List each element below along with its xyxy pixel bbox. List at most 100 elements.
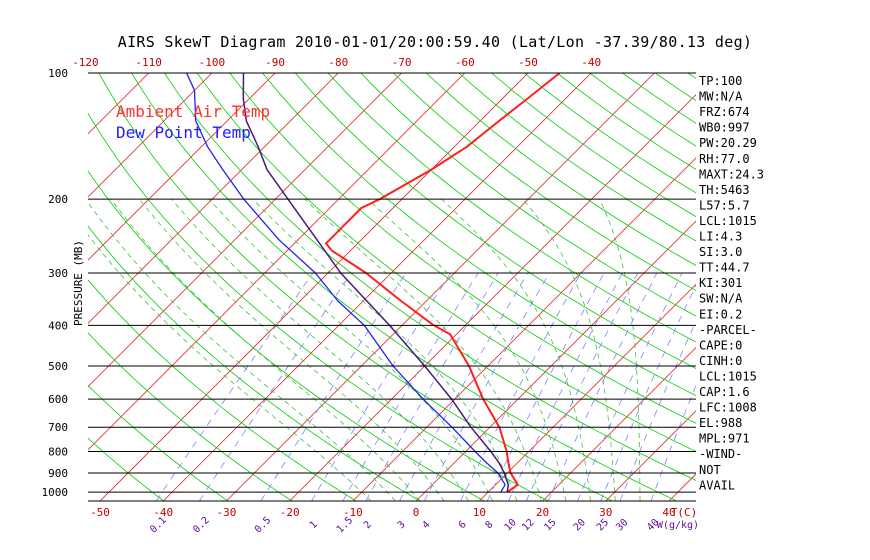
plot-area — [0, 73, 870, 501]
pressure-tick-label: 400 — [48, 319, 68, 332]
stability-index: PW:20.29 — [699, 136, 757, 150]
bottom-temp-tick-label: -40 — [153, 506, 173, 519]
dry-adiabat-line — [393, 73, 696, 291]
dry-adiabat-line — [88, 332, 293, 501]
isotherm-line — [99, 73, 529, 501]
stability-index: -PARCEL- — [699, 323, 757, 337]
mixing-ratio-tick-label: 3 — [396, 519, 408, 531]
dry-adiabat-line — [88, 437, 164, 501]
isotherm-line — [226, 73, 655, 501]
dry-adiabat-line — [458, 73, 696, 242]
mixing-ratio-line — [342, 272, 479, 501]
mixing-ratio-line — [311, 272, 451, 501]
stability-index: TT:44.7 — [699, 261, 750, 275]
dry-adiabat-line — [88, 225, 421, 501]
mixing-ratio-tick-label: 12 — [520, 517, 536, 533]
stability-index: TP:100 — [699, 74, 742, 88]
top-temp-tick-label: -60 — [455, 56, 475, 69]
isotherm-line — [88, 73, 339, 324]
mixing-ratio-line — [525, 272, 639, 501]
dry-adiabat-line — [88, 279, 357, 501]
stability-index: -WIND- — [699, 447, 742, 461]
dry-adiabat-line — [88, 112, 549, 501]
stability-index: SW:N/A — [699, 292, 743, 306]
dry-adiabat-line — [524, 73, 696, 194]
pressure-tick-label: 800 — [48, 446, 68, 459]
stability-index: MW:N/A — [699, 90, 743, 104]
dry-adiabat-line — [88, 384, 229, 501]
isotherm-line — [88, 73, 276, 261]
moist-adiabat-line — [208, 198, 494, 501]
isotherm-line — [0, 73, 22, 501]
mixing-ratio-line — [155, 272, 314, 501]
mixing-ratio-tick-label: 8 — [483, 519, 495, 531]
mixing-ratio-line — [423, 272, 550, 501]
moist-adiabat-line — [88, 234, 372, 501]
dry-adiabat-line — [88, 170, 485, 501]
top-temp-tick-label: -70 — [392, 56, 412, 69]
stability-index: CINH:0 — [699, 354, 742, 368]
pressure-tick-label: 300 — [48, 267, 68, 280]
dry-adiabat-line — [786, 73, 870, 501]
series-line-1 — [186, 73, 506, 493]
isotherm-line — [542, 347, 696, 501]
dry-adiabat-line — [852, 73, 870, 501]
top-temp-tick-label: -40 — [581, 56, 601, 69]
mixing-ratio-tick-label: 0.5 — [253, 515, 274, 536]
dry-adiabat-line — [131, 73, 677, 501]
bottom-temp-tick-label: 40 — [662, 506, 675, 519]
bottom-temp-tick-label: -10 — [343, 506, 363, 519]
top-temp-tick-label: -80 — [328, 56, 348, 69]
mixing-ratio-tick-label: 1 — [308, 519, 320, 531]
mixing-ratio-tick-label: 6 — [457, 519, 469, 531]
moist-adiabat-line — [171, 198, 469, 501]
dry-adiabat-line — [262, 73, 696, 397]
mixing-ratio-tick-label: 15 — [542, 517, 558, 533]
y-axis-label: PRESSURE (MB) — [72, 240, 85, 326]
dry-adiabat-line — [327, 73, 696, 343]
dry-adiabat-line — [294, 73, 696, 370]
legend-entry: Ambient Air Temp — [116, 102, 270, 121]
top-temp-tick-label: -110 — [135, 56, 162, 69]
moist-adiabat-line — [88, 201, 396, 501]
dry-adiabat-line — [360, 73, 696, 317]
temp-unit-label: T(C) — [671, 506, 698, 519]
top-temp-tick-label: -120 — [72, 56, 99, 69]
stability-index: EI:0.2 — [699, 307, 742, 321]
pressure-tick-label: 100 — [48, 67, 68, 80]
mixing-ratio-line — [399, 272, 529, 501]
top-temp-tick-label: -50 — [518, 56, 538, 69]
bottom-temp-tick-label: -50 — [90, 506, 110, 519]
mixing-ratio-tick-label: 4 — [421, 519, 433, 531]
pressure-tick-label: 600 — [48, 393, 68, 406]
pressure-tick-label: 200 — [48, 193, 68, 206]
isotherm-line — [795, 73, 870, 501]
mixing-ratio-tick-label: 10 — [503, 517, 519, 533]
isotherm-line — [88, 73, 466, 451]
mixing-ratio-tick-label: 20 — [572, 517, 588, 533]
dry-adiabat-line — [819, 73, 870, 501]
bottom-temp-tick-label: -30 — [217, 506, 237, 519]
mixing-ratio-tick-label: 30 — [614, 517, 630, 533]
isotherm-line — [289, 94, 696, 501]
mixing-ratio-line — [508, 272, 623, 501]
moist-adiabat-line — [522, 198, 616, 501]
stability-index: KI:301 — [699, 276, 742, 290]
pressure-tick-label: 900 — [48, 467, 68, 480]
stability-index: NOT — [699, 463, 721, 477]
bottom-temp-tick-label: 10 — [473, 506, 486, 519]
stability-index: RH:77.0 — [699, 152, 750, 166]
moist-adiabat-line — [110, 198, 421, 501]
bottom-temp-tick-label: 0 — [413, 506, 420, 519]
isotherm-line — [352, 157, 696, 501]
stability-index: LCL:1015 — [699, 214, 757, 228]
mixing-ratio-tick-label: 0.2 — [191, 515, 212, 536]
stability-index: L57:5.7 — [699, 198, 750, 212]
stability-index: SI:3.0 — [699, 245, 742, 259]
dry-adiabat-line — [164, 73, 696, 481]
top-temp-tick-label: -100 — [199, 56, 226, 69]
stability-index: CAP:1.6 — [699, 385, 750, 399]
pressure-tick-label: 700 — [48, 421, 68, 434]
dry-adiabat-line — [491, 73, 696, 218]
